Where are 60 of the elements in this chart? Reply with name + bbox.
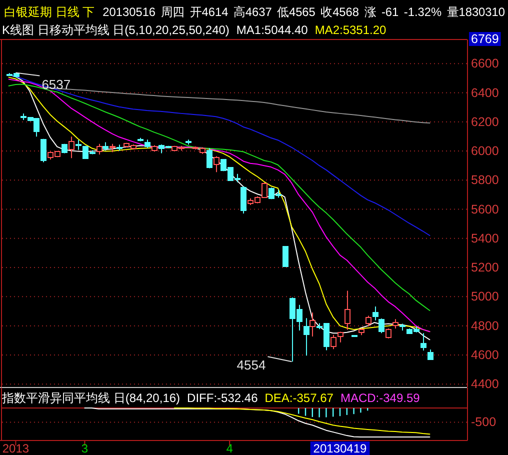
candlestick: [358, 328, 364, 336]
candlestick: [304, 318, 310, 356]
x-tick-label: 4: [226, 442, 234, 455]
y-tick-label: 6400: [471, 86, 499, 100]
candlestick: [96, 143, 102, 156]
series-label: DIFF:-532.46: [187, 391, 258, 405]
legend-title: 指数平滑异同平均线 日(84,20,16): [1, 391, 180, 405]
y-tick-label: 5200: [471, 260, 499, 275]
x-tick-label: 20130419: [313, 442, 368, 455]
candlestick: [392, 318, 398, 329]
candlestick: [110, 143, 116, 153]
chart-title: 白银延期 日线 下: [4, 5, 95, 19]
candlestick: [102, 142, 108, 152]
candlestick: [138, 137, 144, 142]
text: MA1:5044.40: [236, 23, 308, 37]
candlestick: [214, 156, 220, 173]
candlestick: [144, 139, 150, 148]
candlestick: [76, 139, 82, 150]
text: -500: [471, 415, 496, 430]
candlestick: [378, 318, 384, 334]
y-tick-label: 5600: [471, 202, 499, 216]
candlestick: [186, 139, 192, 146]
x-tick-label: 3: [81, 442, 88, 455]
y-tick-label: 4600: [471, 348, 499, 362]
annotation: 4554: [236, 358, 266, 373]
y-tick-label: 5800: [471, 173, 499, 188]
candlestick: [338, 331, 344, 343]
candlestick: [240, 186, 246, 214]
line-series: [8, 74, 430, 236]
candlestick: [428, 349, 434, 361]
annotation: 6537: [42, 76, 71, 92]
legend-title: K线图 日移动平均线 日(5,10,20,25,50,240): [2, 23, 230, 37]
text: MA2:5351.20: [314, 23, 387, 37]
candlestick: [62, 143, 68, 154]
y-tick-label: 4400: [471, 377, 499, 392]
candlestick: [282, 246, 288, 268]
series-label: DEA:-357.67: [264, 391, 334, 405]
candlestick: [330, 334, 336, 350]
candlestick: [152, 144, 158, 152]
candlestick: [310, 312, 316, 337]
candlestick: [386, 328, 392, 339]
candlestick: [420, 332, 426, 351]
candlestick: [68, 136, 74, 159]
x-tick-label: 2013: [2, 442, 30, 455]
y-tick-label: 6600: [471, 56, 499, 71]
chart-subtitle: 20130516 周四 开4614 高4637 低4565 收4568 涨 -61 -1.32% 量1830310: [102, 5, 508, 19]
candlestick: [40, 138, 46, 163]
candlestick: [372, 306, 378, 321]
y-tick-label: 6769: [471, 32, 499, 46]
y-tick-label: 6200: [471, 114, 499, 129]
y-tick-label: 6000: [471, 144, 499, 158]
candlestick: [366, 315, 372, 327]
y-tick-label: 5000: [471, 290, 499, 304]
candlestick: [344, 290, 350, 330]
candlestick: [116, 144, 122, 152]
candlestick: [206, 148, 212, 169]
y-tick-label: 4800: [471, 318, 499, 333]
y-tick-label: 5400: [471, 231, 499, 246]
candlestick: [400, 323, 406, 331]
text: MACD:-349.59: [340, 391, 420, 405]
